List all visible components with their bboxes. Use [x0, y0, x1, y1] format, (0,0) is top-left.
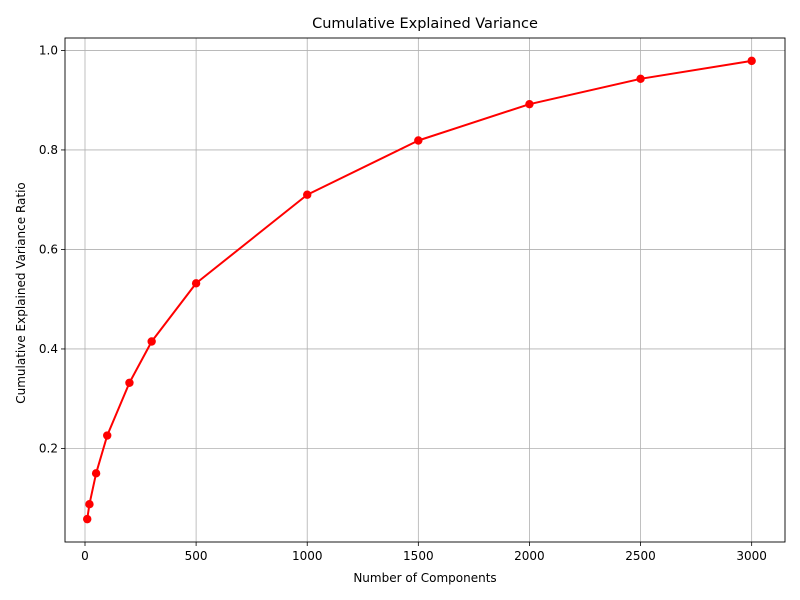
y-axis-label: Cumulative Explained Variance Ratio — [14, 182, 28, 404]
data-point — [103, 431, 112, 440]
x-tick-label: 3000 — [736, 549, 767, 563]
x-tick-label: 500 — [185, 549, 208, 563]
x-axis-label: Number of Components — [353, 571, 496, 585]
x-tick-label: 1000 — [292, 549, 323, 563]
x-tick-label: 2500 — [625, 549, 656, 563]
data-point — [85, 499, 94, 509]
series-layer — [83, 56, 756, 524]
grid — [65, 38, 785, 542]
data-point — [747, 56, 756, 66]
y-tick-label: 1.0 — [39, 43, 58, 57]
y-tick-label: 0.2 — [39, 441, 58, 455]
data-point — [91, 469, 101, 478]
data-point — [83, 514, 92, 524]
x-tick-label: 1500 — [403, 549, 434, 563]
data-point — [125, 378, 134, 387]
plot-frame — [64, 37, 786, 543]
chart-title: Cumulative Explained Variance — [312, 16, 538, 32]
data-point — [414, 136, 423, 145]
data-point — [636, 74, 645, 83]
data-point — [525, 99, 534, 109]
data-point — [147, 337, 156, 346]
axes-frame — [64, 37, 786, 543]
axes: 0 500 1000 1500 2000 2500 3000 0.2 0.4 0.6 0.8 1.0 — [39, 43, 767, 563]
data-point — [191, 279, 201, 288]
x-tick-label: 0 — [81, 549, 89, 563]
y-tick-label: 0.8 — [39, 143, 58, 157]
y-tick-label: 0.6 — [39, 242, 58, 256]
series-line — [86, 59, 753, 521]
y-tick-label: 0.4 — [39, 342, 58, 356]
data-point — [303, 190, 312, 199]
x-tick-label: 2000 — [514, 549, 545, 563]
